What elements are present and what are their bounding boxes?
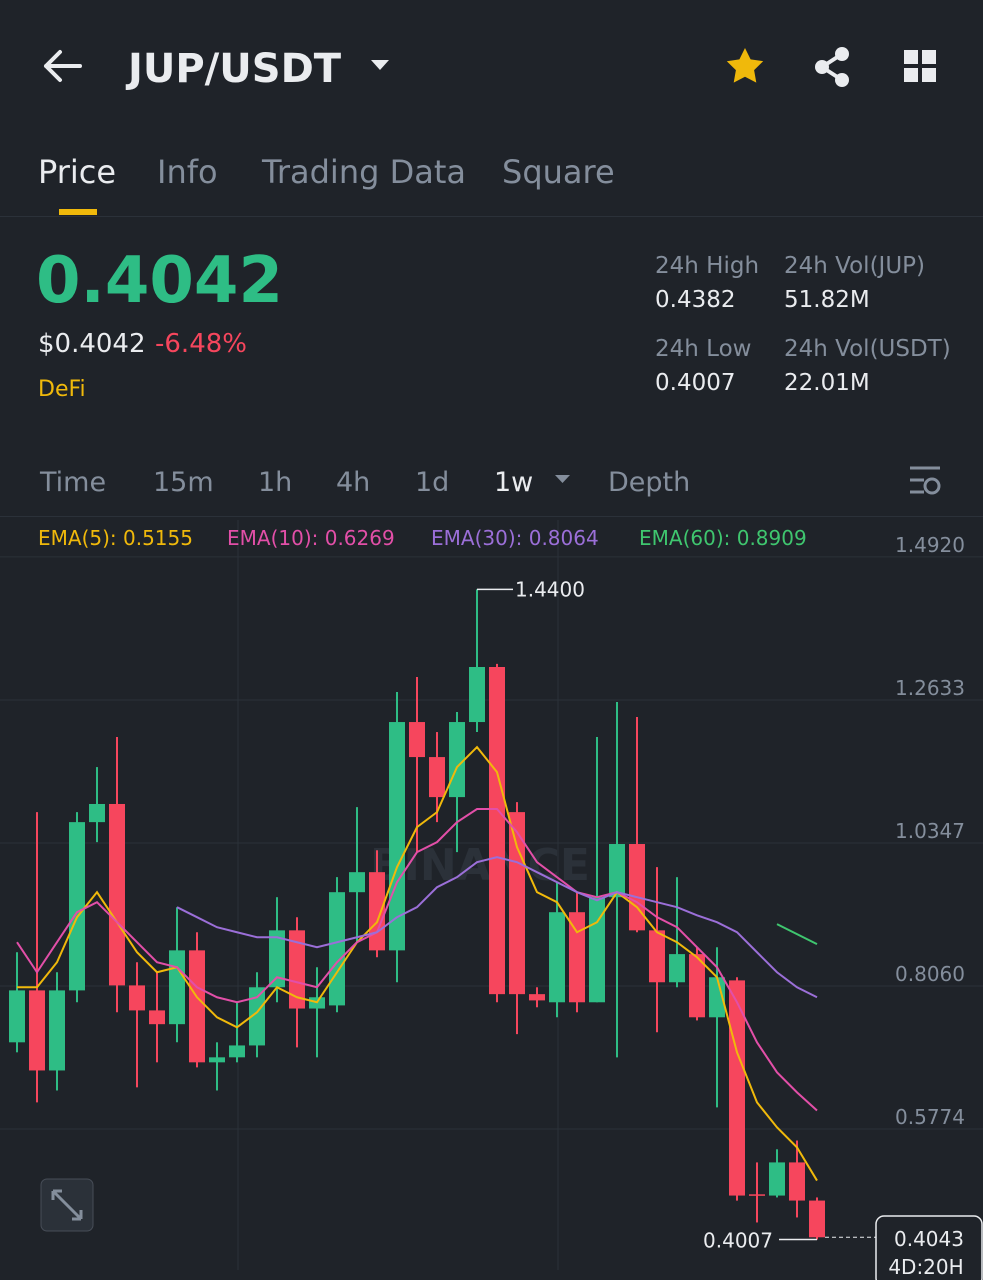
- y-tick-label: 1.2633: [895, 676, 965, 700]
- candle-body: [69, 822, 85, 991]
- stat-value: 0.4007: [655, 370, 735, 396]
- candle-body: [89, 803, 105, 823]
- candle-body: [169, 950, 185, 1025]
- stat-value: 22.01M: [784, 370, 870, 396]
- candle-body: [229, 1045, 245, 1058]
- tab[interactable]: Trading Data: [261, 153, 466, 191]
- candle-body: [429, 757, 445, 798]
- interval-dropdown[interactable]: [555, 475, 570, 483]
- last-price-box: [875, 1215, 983, 1280]
- stat-value: 0.4382: [655, 287, 735, 313]
- ema-line: [17, 745, 818, 1182]
- share-button[interactable]: [815, 47, 849, 87]
- candle-body: [789, 1162, 805, 1201]
- y-tick-label: 1.4920: [895, 533, 965, 557]
- candle-body: [469, 666, 485, 723]
- candle-body: [269, 930, 285, 988]
- candle-body: [49, 990, 65, 1071]
- candle-body: [109, 803, 125, 986]
- candle-body: [629, 844, 645, 931]
- stat-label: 24h Low: [655, 336, 751, 362]
- candle-body: [529, 994, 545, 1001]
- stat-value: 51.82M: [784, 287, 870, 313]
- candle-body: [9, 990, 25, 1043]
- candle-body: [209, 1057, 225, 1063]
- last-price: 0.4042: [36, 244, 283, 318]
- interval[interactable]: 1d: [415, 467, 449, 498]
- stat-label: 24h Vol(USDT): [784, 336, 951, 362]
- legend-entry: EMA(5): 0.5155: [38, 526, 193, 550]
- divider: [0, 216, 983, 217]
- interval[interactable]: 4h: [336, 467, 370, 498]
- countdown: 4D:20H: [888, 1255, 963, 1279]
- candle-body: [29, 990, 45, 1071]
- candle-body: [409, 722, 425, 758]
- interval[interactable]: 1w: [494, 467, 533, 498]
- ema-line: [16, 807, 818, 1112]
- candle-body: [449, 722, 465, 798]
- stat-label: 24h High: [655, 253, 759, 279]
- candle-body: [489, 666, 505, 995]
- candle-body: [549, 912, 565, 1003]
- ema-line: [176, 856, 818, 999]
- tab-indicator: [59, 209, 97, 215]
- chart-settings[interactable]: [910, 466, 941, 495]
- fullscreen-button[interactable]: [40, 1178, 94, 1232]
- pair-title[interactable]: JUP/USDT: [125, 46, 342, 92]
- candle-body: [749, 1194, 765, 1196]
- candle-body: [329, 892, 345, 1006]
- candle-body: [189, 950, 205, 1063]
- stat-label: 24h Vol(JUP): [784, 253, 925, 279]
- back-button[interactable]: [44, 50, 82, 82]
- min-label: 0.4007: [703, 1229, 773, 1253]
- tab[interactable]: Price: [38, 153, 116, 191]
- y-tick-label: 0.8060: [895, 962, 965, 986]
- pair-dropdown[interactable]: [371, 60, 389, 70]
- max-label: 1.4400: [515, 577, 585, 601]
- candle-body: [809, 1200, 825, 1238]
- candle-body: [129, 985, 145, 1011]
- divider: [0, 516, 983, 517]
- fiat-price: $0.4042: [38, 329, 146, 359]
- candle-body: [769, 1162, 785, 1196]
- ema-line: [776, 923, 818, 945]
- y-tick-label: 1.0347: [895, 819, 965, 843]
- interval[interactable]: Depth: [608, 467, 690, 498]
- candle-body: [649, 930, 665, 983]
- tag[interactable]: DeFi: [38, 377, 86, 402]
- interval[interactable]: Time: [39, 467, 106, 498]
- legend-entry: EMA(30): 0.8064: [431, 526, 599, 550]
- candle-body: [289, 930, 305, 1009]
- candle-body: [569, 912, 585, 1003]
- candle-body: [669, 954, 685, 983]
- favorite-star[interactable]: [726, 48, 764, 83]
- interval[interactable]: 1h: [258, 467, 292, 498]
- tab[interactable]: Square: [502, 153, 615, 191]
- candle-body: [349, 872, 365, 893]
- candle-body: [709, 977, 725, 1018]
- candle-body: [369, 872, 385, 951]
- last-price-label: 0.4043: [894, 1227, 964, 1251]
- grid-menu[interactable]: [904, 50, 936, 82]
- candle-body: [149, 1010, 165, 1025]
- candle-body: [689, 954, 705, 1018]
- legend-entry: EMA(60): 0.8909: [639, 526, 807, 550]
- interval[interactable]: 15m: [153, 467, 214, 498]
- tab[interactable]: Info: [157, 153, 218, 191]
- price-change: -6.48%: [155, 329, 247, 359]
- y-tick-label: 0.5774: [895, 1105, 965, 1129]
- candle-body: [609, 844, 625, 898]
- candle-body: [249, 987, 265, 1046]
- legend-entry: EMA(10): 0.6269: [227, 526, 395, 550]
